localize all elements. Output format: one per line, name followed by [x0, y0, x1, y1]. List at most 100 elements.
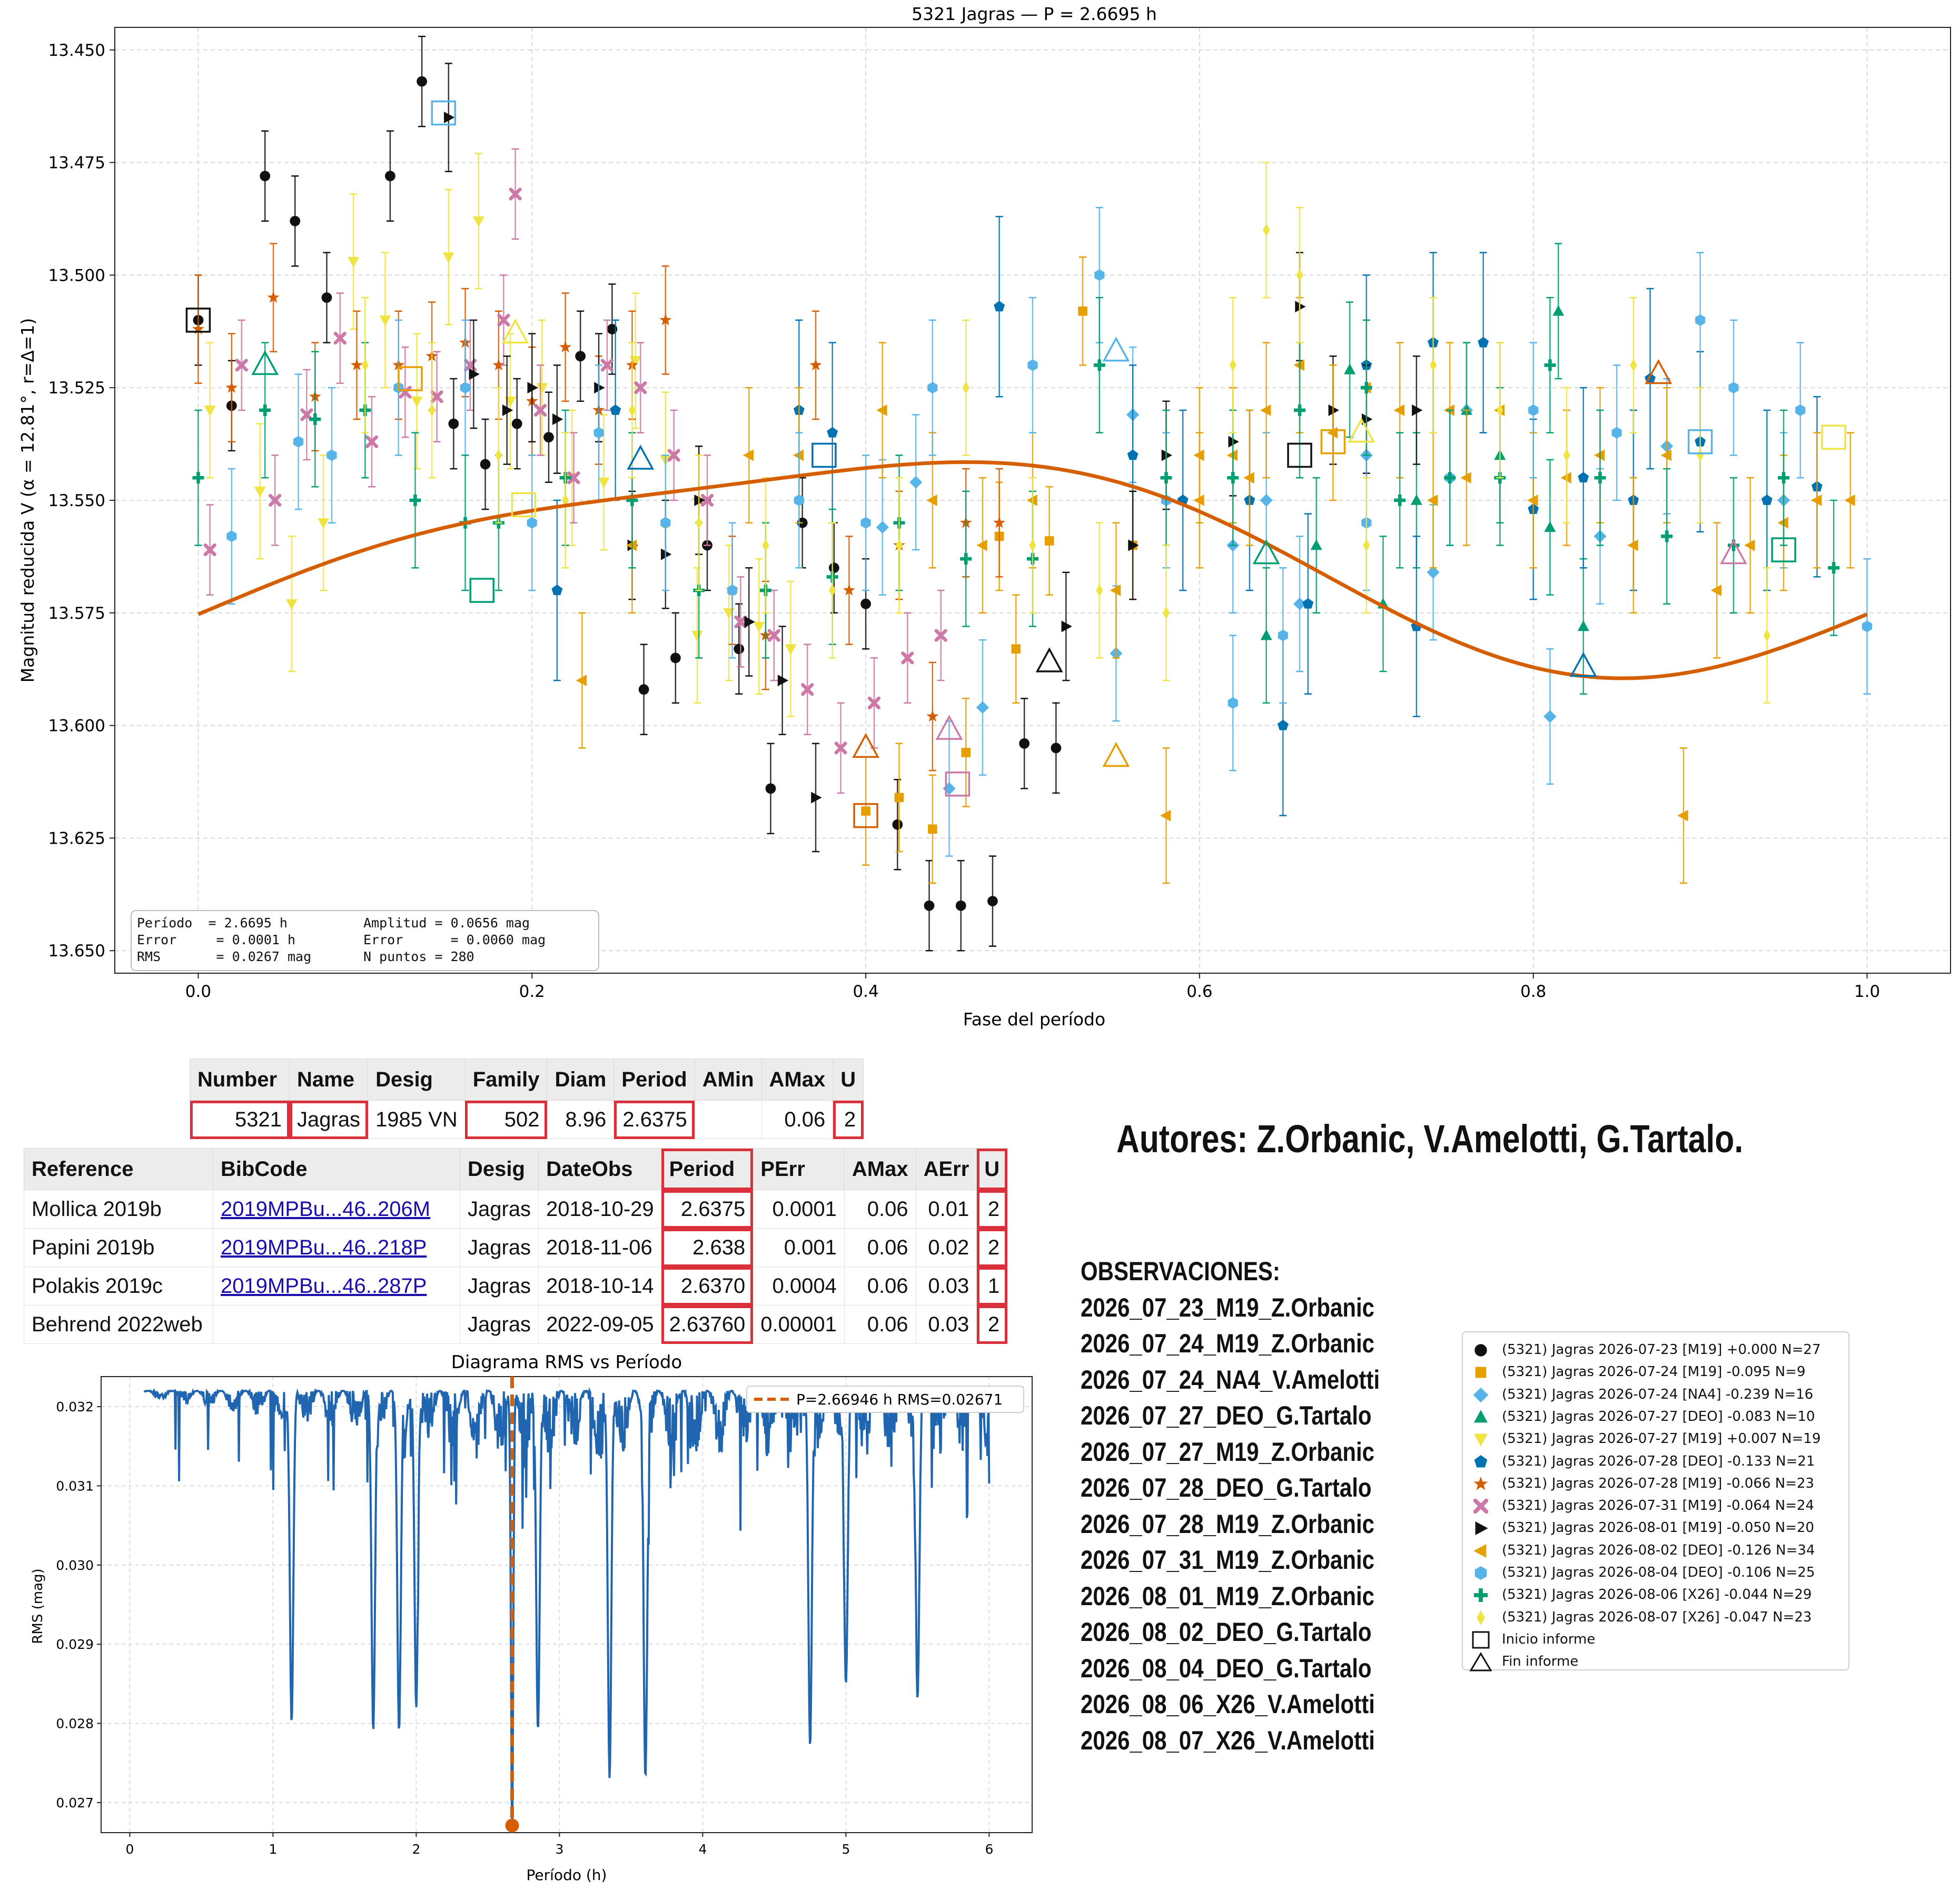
data-point: [1478, 337, 1489, 348]
bibcode-link[interactable]: 2019MPBu...46..206M: [221, 1197, 431, 1221]
y-tick-label: 13.600: [48, 717, 105, 736]
observation-item: 2026_08_07_X26_V.Amelotti: [1081, 1725, 1375, 1755]
data-point: [1228, 697, 1238, 709]
data-point: [1160, 809, 1171, 822]
data-point: [1293, 359, 1304, 371]
data-point: [567, 471, 580, 484]
data-point: [670, 652, 681, 664]
y-tick-label: 13.625: [48, 829, 105, 848]
fin-marker: [1252, 539, 1280, 565]
table-cell: 0.02: [915, 1228, 977, 1267]
observation-item: 2026_07_27_M19_Z.Orbanic: [1081, 1437, 1375, 1467]
fin-marker: [935, 715, 963, 740]
data-point: [1260, 493, 1273, 507]
rms-legend: P=2.66946 h RMS=0.02671: [746, 1386, 1024, 1413]
data-point: [993, 516, 1006, 528]
data-point: [895, 539, 903, 552]
data-point: [1260, 404, 1271, 416]
data-point: [365, 435, 379, 448]
legend-label: (5321) Jagras 2026-07-23 [M19] +0.000 N=…: [1502, 1342, 1821, 1358]
column-header: Desig: [368, 1059, 466, 1101]
y-tick-label: 0.030: [56, 1558, 94, 1573]
inicio-marker: [1687, 429, 1713, 454]
y-tick-label: 13.575: [48, 604, 105, 623]
inicio-marker: [398, 366, 423, 391]
data-point: [1552, 305, 1565, 316]
data-point: [727, 585, 738, 596]
data-point: [254, 487, 266, 498]
data-point: [876, 521, 889, 534]
data-point: [430, 390, 443, 403]
observation-item: 2026_08_02_DEO_G.Tartalo: [1081, 1617, 1372, 1647]
observation-item: 2026_07_23_M19_Z.Orbanic: [1081, 1292, 1375, 1322]
legend-marker: [1474, 1588, 1488, 1603]
inicio-marker: [185, 308, 211, 333]
table-cell: 0.06: [761, 1100, 834, 1139]
data-point: [926, 494, 937, 506]
table-cell: 0.0001: [753, 1190, 845, 1229]
data-point: [1677, 809, 1688, 822]
data-point: [480, 459, 491, 470]
bibcode-link[interactable]: 2019MPBu...46..218P: [221, 1235, 427, 1259]
y-tick-label: 13.525: [48, 379, 105, 398]
x-tick-label: 3: [555, 1842, 563, 1857]
inicio-marker: [1821, 424, 1846, 450]
data-point: [285, 599, 298, 610]
data-point: [1277, 719, 1289, 730]
y-tick-label: 13.450: [48, 41, 105, 60]
data-point: [1444, 472, 1456, 484]
lcdb-references-table: Reference BibCode Desig DateObs Period P…: [24, 1148, 1008, 1344]
legend-marker: [1474, 1344, 1487, 1357]
stats-box: Período = 2.6695 h Amplitud = 0.0656 mag…: [131, 910, 599, 971]
data-point: [428, 403, 435, 417]
data-point: [1427, 494, 1438, 506]
data-point: [1278, 629, 1288, 641]
data-point: [575, 351, 586, 362]
bibcode-link[interactable]: 2019MPBu...46..287P: [221, 1274, 427, 1298]
data-point: [976, 701, 989, 714]
data-point: [504, 397, 517, 408]
inicio-marker: [511, 492, 537, 518]
data-point: [843, 583, 855, 596]
data-point: [1227, 472, 1239, 484]
legend-marker-icon: [1473, 1544, 1487, 1558]
y-axis: 13.450 13.475 13.500 13.525 13.550 13.575 13.6…: [48, 41, 115, 961]
legend-label: (5321) Jagras 2026-08-01 [M19] -0.050 N=…: [1502, 1520, 1815, 1536]
data-point: [1611, 427, 1622, 439]
x-tick-label: 1.0: [1854, 982, 1880, 1001]
y-tick-label: 13.500: [48, 266, 105, 285]
data-point: [442, 252, 454, 263]
data-point: [961, 748, 971, 757]
data-point: [660, 517, 671, 529]
data-point: [551, 585, 563, 595]
table-cell: 2019MPBu...46..206M: [213, 1190, 460, 1229]
legend-marker-icon: [1475, 1521, 1488, 1536]
data-point: [785, 644, 797, 655]
data-point: [1193, 494, 1204, 506]
data-point: [777, 675, 789, 687]
legend-label: (5321) Jagras 2026-07-24 [NA4] -0.239 N=…: [1502, 1386, 1814, 1402]
data-point: [1011, 644, 1021, 654]
data-point: [695, 516, 702, 529]
rms-legend-label: P=2.66946 h RMS=0.02671: [796, 1391, 1003, 1408]
y-tick-label: 13.475: [48, 154, 105, 173]
table-cell: Jagras: [289, 1100, 369, 1139]
legend-label: (5321) Jagras 2026-07-28 [DEO] -0.133 N=…: [1502, 1453, 1815, 1469]
data-point: [962, 381, 969, 394]
table-cell: 5321: [190, 1100, 290, 1139]
data-point: [1094, 269, 1105, 281]
data-point: [1594, 472, 1606, 484]
data-point: [1744, 539, 1755, 551]
table-cell: Jagras: [459, 1305, 539, 1344]
table-cell: 2019MPBu...46..287P: [213, 1267, 460, 1306]
data-point: [318, 518, 330, 529]
data-point: [1026, 494, 1037, 506]
rms-plot-frame: [101, 1376, 1033, 1833]
fin-marker: [1035, 647, 1063, 672]
data-point: [926, 710, 939, 722]
inicio-legend-icon: [1472, 1631, 1490, 1649]
column-header: Number: [190, 1059, 290, 1101]
data-point: [892, 819, 903, 830]
data-point: [448, 418, 459, 429]
legend-label: Fin informe: [1502, 1654, 1579, 1670]
